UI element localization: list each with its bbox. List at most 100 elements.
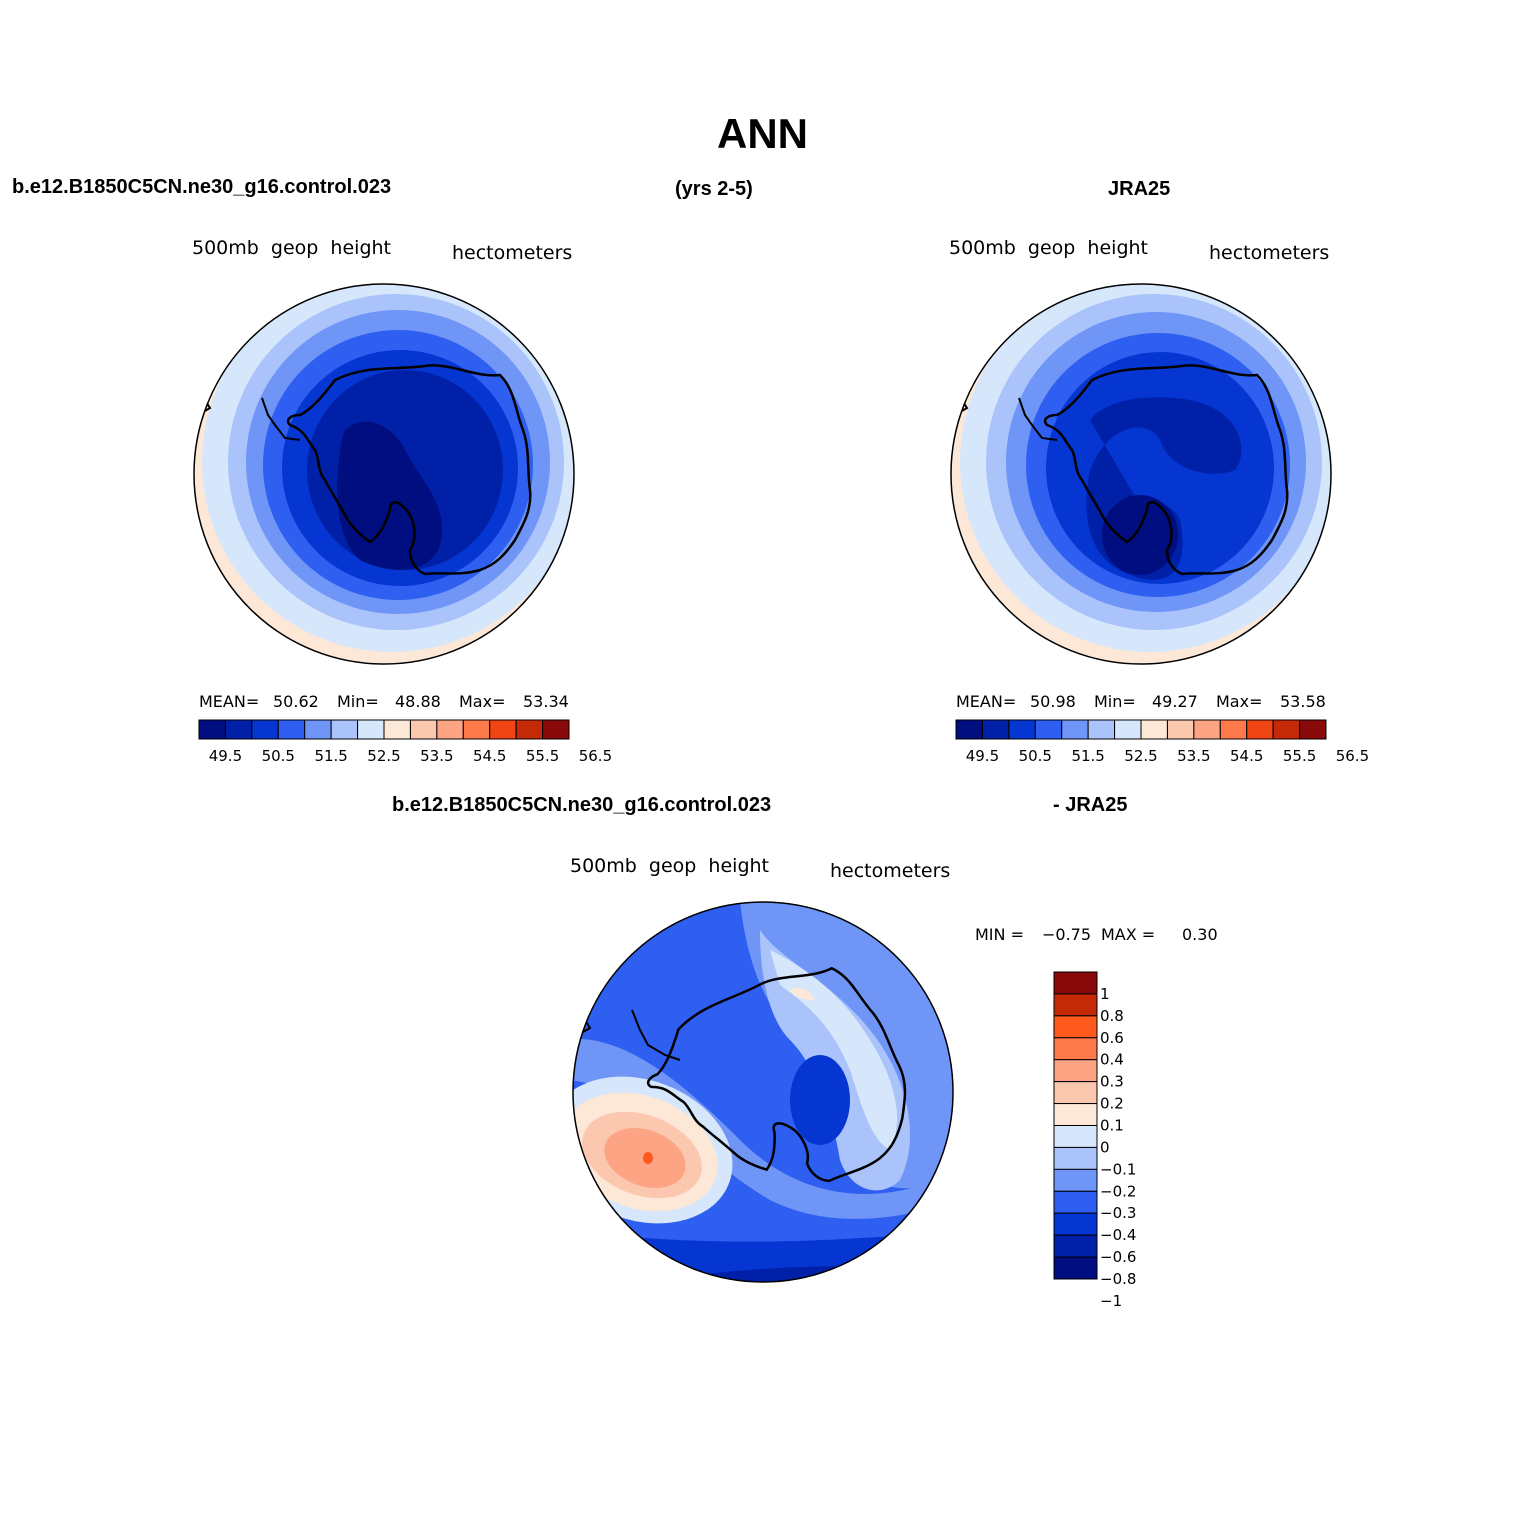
- model-colorbar-tick-label: 55.5: [526, 747, 559, 765]
- model-colorbar-tick-label: 52.5: [367, 747, 400, 765]
- model-map-border: [193, 283, 575, 665]
- obs-variable-label: 500mb geop height: [949, 237, 1148, 259]
- model-max-label: Max=: [459, 692, 506, 711]
- model-colorbar-swatch: [436, 719, 464, 740]
- diff-max-label: MAX =: [1101, 925, 1156, 944]
- model-colorbar-swatch: [357, 719, 385, 740]
- obs-colorbar-swatch: [1193, 719, 1221, 740]
- figure-title: ANN: [717, 110, 808, 157]
- obs-colorbar-swatch: [1061, 719, 1089, 740]
- diff-colorbar-level-label: 0.3: [1100, 1073, 1124, 1091]
- obs-colorbar-tick-label: 54.5: [1230, 747, 1263, 765]
- model-colorbar-tick-label: 54.5: [473, 747, 506, 765]
- diff-colorbar-swatch: [1053, 1103, 1098, 1126]
- model-colorbar-swatch: [515, 719, 544, 740]
- diff-colorbar-swatch: [1053, 993, 1098, 1017]
- model-colorbar: 49.5 50.5 51.5 52.5 53.5 54.5 55.5 56.5: [198, 719, 612, 765]
- model-colorbar-swatch: [489, 719, 517, 740]
- diff-colorbar-swatch: [1053, 1146, 1098, 1170]
- obs-mean-value: 50.98: [1030, 692, 1076, 711]
- diff-colorbar-level-label: −0.6: [1100, 1248, 1136, 1266]
- model-colorbar-swatch: [542, 719, 570, 740]
- diff-colorbar-level-label: −1: [1100, 1292, 1122, 1310]
- model-colorbar-tick-label: 51.5: [314, 747, 347, 765]
- model-units-label: hectometers: [452, 242, 573, 264]
- reference-label: JRA25: [1108, 178, 1171, 200]
- diff-colorbar-swatch: [1053, 1212, 1098, 1236]
- obs-colorbar-swatch: [1140, 719, 1168, 740]
- diff-colorbar-swatch: [1053, 1256, 1098, 1280]
- obs-colorbar-tick-label: 52.5: [1124, 747, 1157, 765]
- model-colorbar-tick-label: 56.5: [579, 747, 612, 765]
- model-colorbar-swatch: [409, 719, 438, 740]
- diff-colorbar-swatch: [1053, 971, 1098, 995]
- obs-colorbar-swatch: [1272, 719, 1301, 740]
- obs-mean-label: MEAN=: [956, 692, 1017, 711]
- model-map: [194, 284, 574, 664]
- obs-colorbar-swatch: [1008, 719, 1036, 740]
- diff-suffix-label: - JRA25: [1053, 794, 1128, 816]
- diff-variable-label: 500mb geop height: [570, 855, 769, 877]
- diff-colorbar-level-label: 0: [1100, 1138, 1110, 1156]
- model-colorbar-swatch: [383, 719, 411, 740]
- obs-colorbar-tick-label: 51.5: [1071, 747, 1104, 765]
- obs-colorbar-swatch: [1114, 719, 1142, 740]
- diff-colorbar-level-label: −0.3: [1100, 1204, 1136, 1222]
- obs-max-label: Max=: [1216, 692, 1263, 711]
- diff-colorbar: 1 0.8 0.6 0.4 0.3 0.2 0.1 0 −0.1 −0.2 −0.3 −0.4 −0.6…: [1053, 971, 1136, 1310]
- obs-colorbar-swatch: [955, 719, 983, 740]
- diff-colorbar-swatch: [1053, 1125, 1098, 1148]
- diff-max-value: 0.30: [1182, 925, 1218, 944]
- diff-map-border: [572, 901, 954, 1283]
- obs-colorbar-tick-label: 53.5: [1177, 747, 1210, 765]
- diff-colorbar-level-label: 0.8: [1100, 1007, 1124, 1025]
- obs-colorbar-swatch: [1246, 719, 1274, 740]
- model-colorbar-tick-label: 50.5: [262, 747, 295, 765]
- diff-colorbar-level-label: −0.4: [1100, 1226, 1136, 1244]
- diff-colorbar-level-label: 0.4: [1100, 1051, 1124, 1069]
- obs-min-value: 49.27: [1152, 692, 1198, 711]
- obs-colorbar-swatch: [981, 719, 1010, 740]
- diff-case-label: b.e12.B1850C5CN.ne30_g16.control.023: [392, 794, 772, 816]
- diff-colorbar-level-label: 0.2: [1100, 1095, 1124, 1113]
- model-colorbar-swatch: [251, 719, 279, 740]
- case-name-label: b.e12.B1850C5CN.ne30_g16.control.023: [12, 176, 392, 198]
- diff-colorbar-level-label: −0.8: [1100, 1270, 1136, 1288]
- obs-units-label: hectometers: [1209, 242, 1330, 264]
- model-min-value: 48.88: [395, 692, 441, 711]
- diff-units-label: hectometers: [830, 860, 951, 882]
- diff-colorbar-swatch: [1053, 1234, 1098, 1258]
- diff-colorbar-level-label: 0.1: [1100, 1117, 1124, 1135]
- obs-colorbar-swatch: [1034, 719, 1063, 740]
- model-max-value: 53.34: [523, 692, 569, 711]
- obs-colorbar-swatch: [1219, 719, 1248, 740]
- years-label: (yrs 2-5): [675, 178, 753, 200]
- obs-map: [951, 284, 1331, 664]
- model-colorbar-swatch: [198, 719, 226, 740]
- model-colorbar-swatch: [304, 719, 332, 740]
- obs-colorbar: 49.5 50.5 51.5 52.5 53.5 54.5 55.5 56.5: [955, 719, 1369, 765]
- model-min-label: Min=: [337, 692, 379, 711]
- diff-colorbar-level-label: −0.1: [1100, 1160, 1136, 1178]
- obs-colorbar-swatch: [1166, 719, 1195, 740]
- diff-colorbar-level-label: 0.6: [1100, 1029, 1124, 1047]
- diff-min-value: −0.75: [1042, 925, 1092, 944]
- obs-colorbar-swatch: [1299, 719, 1327, 740]
- model-colorbar-swatch: [462, 719, 491, 740]
- obs-colorbar-swatch: [1087, 719, 1116, 740]
- obs-colorbar-tick-label: 56.5: [1336, 747, 1369, 765]
- model-colorbar-tick-label: 53.5: [420, 747, 453, 765]
- model-colorbar-swatch: [330, 719, 359, 740]
- obs-map-border: [950, 283, 1332, 665]
- obs-colorbar-tick-label: 55.5: [1283, 747, 1316, 765]
- model-mean-label: MEAN=: [199, 692, 260, 711]
- diff-colorbar-swatch: [1053, 1168, 1098, 1192]
- diff-colorbar-level-label: 1: [1100, 985, 1110, 1003]
- obs-max-value: 53.58: [1280, 692, 1326, 711]
- diff-min-label: MIN =: [975, 925, 1024, 944]
- obs-min-label: Min=: [1094, 692, 1136, 711]
- diff-colorbar-level-label: −0.2: [1100, 1182, 1136, 1200]
- model-colorbar-tick-label: 49.5: [209, 747, 242, 765]
- model-colorbar-swatch: [224, 719, 253, 740]
